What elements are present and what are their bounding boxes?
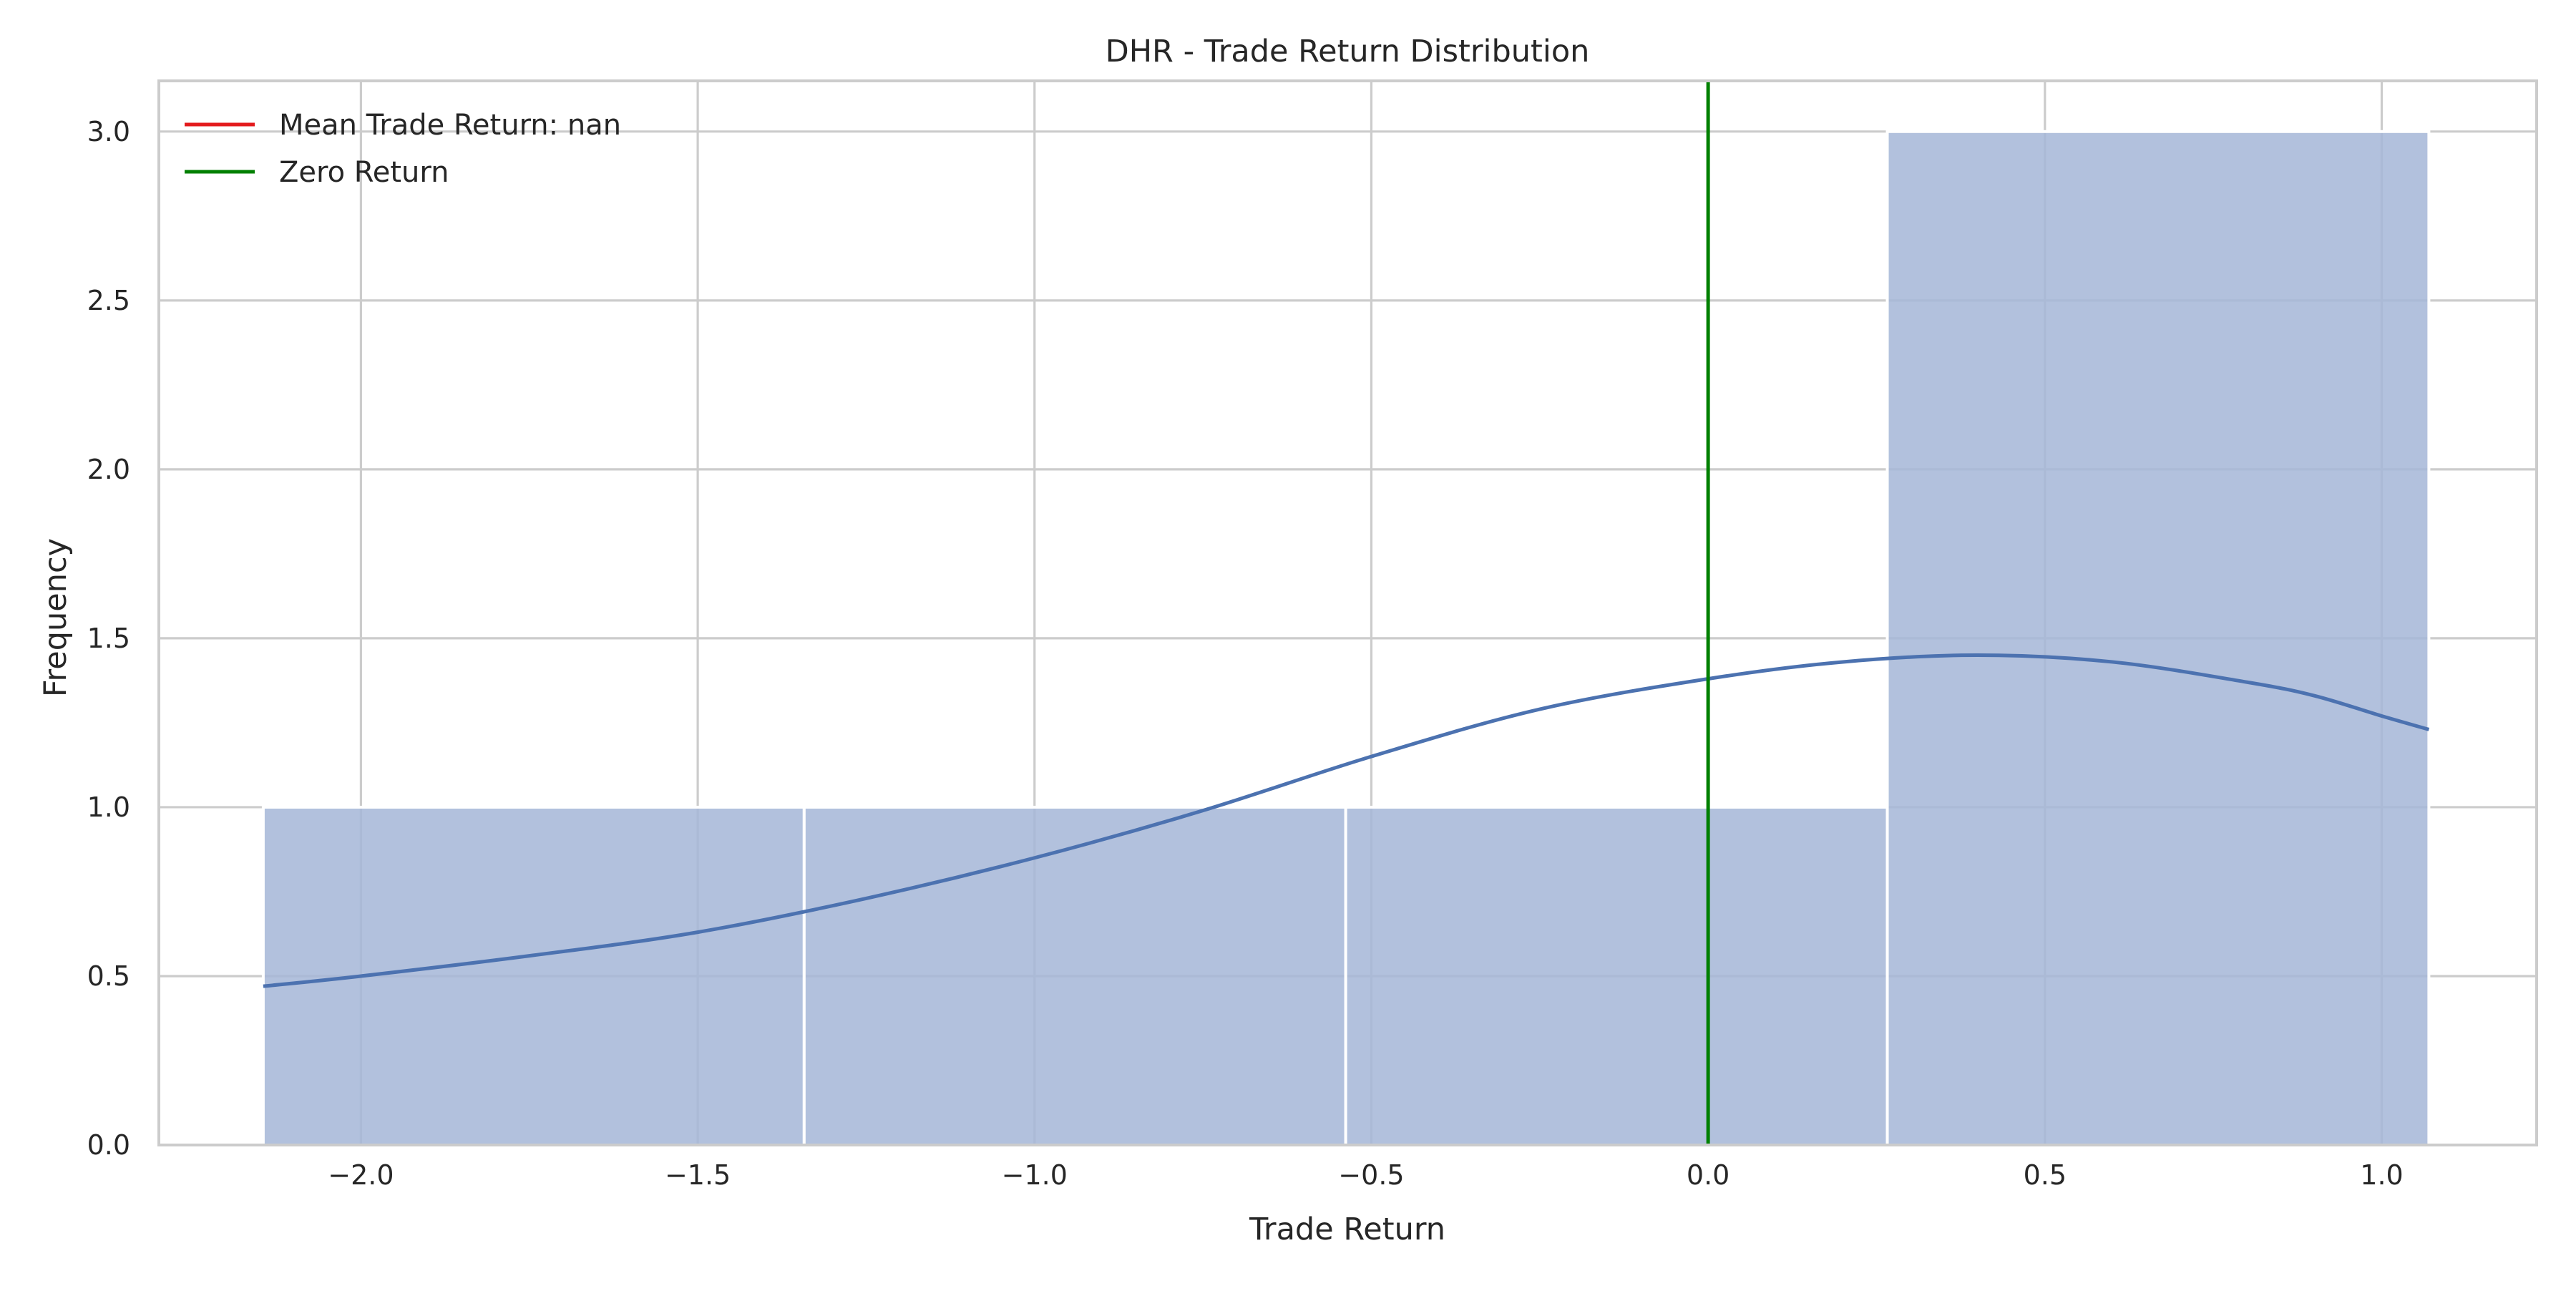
x-tick-label-3: −0.5 xyxy=(1338,1159,1404,1191)
plot-frame xyxy=(157,79,2538,1146)
x-tick-label-6: 1.0 xyxy=(2360,1159,2403,1191)
x-tick-label-0: −2.0 xyxy=(328,1159,394,1191)
y-tick-label-6: 3.0 xyxy=(87,116,130,147)
y-tick-label-1: 0.5 xyxy=(87,960,130,992)
x-tick-label-4: 0.0 xyxy=(1687,1159,1729,1191)
x-axis-ticks: −2.0 −1.5 −1.0 −0.5 0.0 0.5 1.0 xyxy=(328,1159,2403,1191)
legend: Mean Trade Return: nan Zero Return xyxy=(185,109,621,189)
histogram-bar-0 xyxy=(261,805,806,1147)
histogram-bar-1 xyxy=(802,805,1347,1147)
histogram-bar-2 xyxy=(1344,805,1889,1147)
histogram-bar-3 xyxy=(1885,130,2431,1146)
x-tick-label-1: −1.5 xyxy=(665,1159,731,1191)
legend-label-0: Mean Trade Return: nan xyxy=(279,109,621,142)
y-axis-label: Frequency xyxy=(38,538,74,697)
y-axis-ticks: 0.0 0.5 1.0 1.5 2.0 2.5 3.0 xyxy=(87,116,130,1161)
y-tick-label-3: 1.5 xyxy=(87,623,130,654)
y-tick-label-2: 1.0 xyxy=(87,791,130,823)
x-axis-label: Trade Return xyxy=(1249,1212,1445,1247)
kde-line xyxy=(263,653,2430,988)
y-tick-label-0: 0.0 xyxy=(87,1129,130,1161)
chart-title: DHR - Trade Return Distribution xyxy=(1106,34,1590,69)
x-tick-label-2: −1.0 xyxy=(1002,1159,1068,1191)
x-tick-label-5: 0.5 xyxy=(2024,1159,2067,1191)
y-tick-label-5: 2.5 xyxy=(87,285,130,316)
kde-curve xyxy=(263,653,2430,988)
y-tick-label-4: 2.0 xyxy=(87,454,130,485)
legend-label-1: Zero Return xyxy=(279,156,449,189)
